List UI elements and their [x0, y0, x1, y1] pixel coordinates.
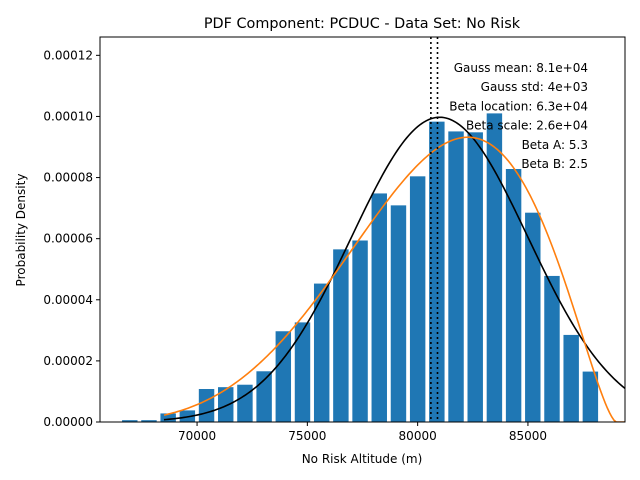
histogram-bar-5 [198, 389, 215, 422]
x-tick-label-4: 85000 [509, 429, 547, 443]
histogram-bar-19 [467, 132, 483, 422]
histogram-bar-16 [409, 176, 426, 422]
y-axis-ticks: 0.00000 0.00002 0.00004 0.00006 0.00008 0.000… [43, 48, 100, 429]
histogram-bar-6 [218, 387, 234, 422]
x-tick-label-3: 80000 [399, 429, 437, 443]
x-tick-label-2: 75000 [288, 429, 326, 443]
plot-frame [99, 36, 626, 423]
histogram-bar-25 [582, 371, 599, 422]
histogram-bar-18 [448, 131, 464, 423]
annotation-6: Beta B: 2.5 [521, 157, 588, 171]
histogram-bar-20 [486, 113, 503, 422]
y-tick-label-5: 0.00008 [43, 171, 93, 185]
histogram-bar-15 [390, 205, 407, 422]
x-axis-ticks: 70000 75000 80000 85000 [178, 422, 547, 443]
annotation-2: Gauss std: 4e+03 [481, 80, 588, 94]
vlines-group [430, 37, 439, 422]
histogram-bar-14 [371, 193, 387, 422]
histogram-bar-13 [352, 240, 368, 422]
y-tick-label-7: 0.00012 [43, 48, 93, 62]
histogram-bar-12 [333, 249, 349, 422]
histogram-bar-22 [525, 212, 541, 422]
y-axis-label: Probability Density [14, 174, 28, 287]
histogram-bar-10 [294, 322, 311, 422]
histogram-bar-24 [563, 334, 579, 422]
annotation-1: Gauss mean: 8.1e+04 [454, 61, 588, 75]
histogram-bar-17 [429, 121, 445, 422]
annotation-4: Beta scale: 2.6e+04 [466, 119, 588, 133]
histogram-bar-23 [544, 275, 560, 422]
histogram-bar-1 [122, 420, 138, 422]
x-tick-label-1: 70000 [178, 429, 216, 443]
y-tick-label-1: 0.00000 [43, 415, 93, 429]
curves-group [163, 116, 625, 422]
y-tick-label-4: 0.00006 [43, 232, 93, 246]
annotation-3: Beta location: 6.3e+04 [449, 99, 588, 113]
histogram-bar-21 [505, 169, 522, 422]
chart-title: PDF Component: PCDUC - Data Set: No Risk [204, 16, 521, 32]
histogram-bar-11 [313, 283, 330, 422]
histogram-bar-3 [160, 413, 176, 422]
gauss-fit-line [163, 116, 625, 421]
bars-group [122, 113, 599, 423]
beta-fit-line [163, 136, 625, 422]
y-tick-label-2: 0.00002 [43, 354, 93, 368]
annotation-5: Beta A: 5.3 [522, 138, 588, 152]
x-axis-label: No Risk Altitude (m) [302, 452, 423, 466]
histogram-bar-2 [141, 420, 157, 422]
annotations-group: Gauss mean: 8.1e+04 Gauss std: 4e+03 Beta … [449, 61, 588, 171]
y-tick-label-6: 0.00010 [43, 109, 93, 123]
y-tick-label-3: 0.00004 [43, 293, 93, 307]
histogram-bar-7 [237, 384, 253, 422]
